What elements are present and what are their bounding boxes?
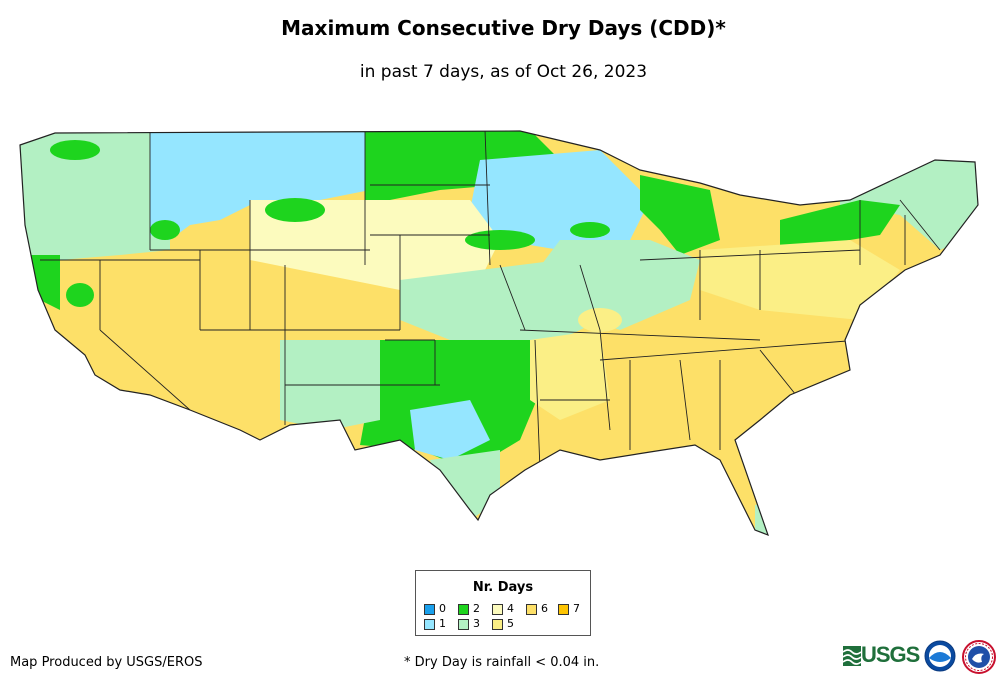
legend-label-1: 1 — [439, 617, 446, 630]
map-title: Maximum Consecutive Dry Days (CDD)* — [281, 16, 726, 40]
legend-label-3: 3 — [473, 617, 480, 630]
legend-item-7: 7 — [558, 603, 580, 615]
legend-item-5: 5 — [492, 618, 514, 630]
legend-label-5: 5 — [507, 617, 514, 630]
legend-swatch-0 — [424, 603, 435, 615]
usgs-logo-text: USGS — [861, 642, 920, 667]
usgs-logo: USGS — [843, 642, 920, 668]
legend-label-2: 2 — [473, 602, 480, 615]
legend: Nr. Days 0 1 2 3 4 5 6 7 — [415, 570, 591, 636]
region-central-plains-yellow — [250, 200, 500, 290]
legend-swatch-2 — [458, 603, 469, 615]
legend-item-6: 6 — [526, 603, 548, 615]
legend-swatch-3 — [458, 618, 469, 630]
region-kansas-missouri-light — [400, 260, 600, 350]
region-upper-midwest-green — [365, 131, 560, 210]
legend-item-3: 3 — [458, 618, 480, 630]
region-blob-washington — [50, 140, 100, 160]
region-northern-plains-blue — [150, 131, 370, 240]
legend-swatch-5 — [492, 618, 503, 630]
legend-swatch-7 — [558, 603, 569, 615]
region-michigan-green — [640, 175, 720, 255]
dry-day-footnote: * Dry Day is rainfall < 0.04 in. — [404, 655, 600, 670]
legend-swatch-4 — [492, 603, 503, 615]
region-pacific-northwest — [20, 131, 170, 260]
legend-swatch-6 — [526, 603, 537, 615]
region-blob-wyoming — [265, 198, 325, 222]
legend-label-7: 7 — [573, 602, 580, 615]
legend-item-4: 4 — [492, 603, 514, 615]
legend-swatch-1 — [424, 618, 435, 630]
region-mid-atlantic-yellow — [700, 240, 900, 320]
legend-label-6: 6 — [541, 602, 548, 615]
region-northeast-green — [780, 200, 900, 245]
noaa-logo-icon — [924, 640, 956, 672]
map-subtitle: in past 7 days, as of Oct 26, 2023 — [359, 62, 648, 82]
region-lower-mississippi-yellow — [530, 330, 610, 420]
region-blob-idaho — [150, 220, 180, 240]
nws-logo-icon — [962, 640, 996, 674]
region-blob-iowa — [465, 230, 535, 250]
legend-title: Nr. Days — [472, 580, 534, 595]
region-texas-blue — [410, 400, 490, 460]
legend-item-0: 0 — [424, 603, 446, 615]
state-borders — [40, 131, 941, 471]
producer-credit: Map Produced by USGS/EROS — [10, 655, 203, 670]
legend-label-0: 0 — [439, 602, 446, 615]
legend-item-2: 2 — [458, 603, 480, 615]
legend-label-4: 4 — [507, 602, 514, 615]
usgs-wave-icon — [843, 646, 861, 666]
region-blob-missouri-light — [578, 308, 622, 332]
region-blob-oregon — [66, 283, 94, 307]
region-blob-illinois — [570, 222, 610, 238]
legend-item-1: 1 — [424, 618, 446, 630]
region-south-texas-light — [430, 450, 500, 520]
